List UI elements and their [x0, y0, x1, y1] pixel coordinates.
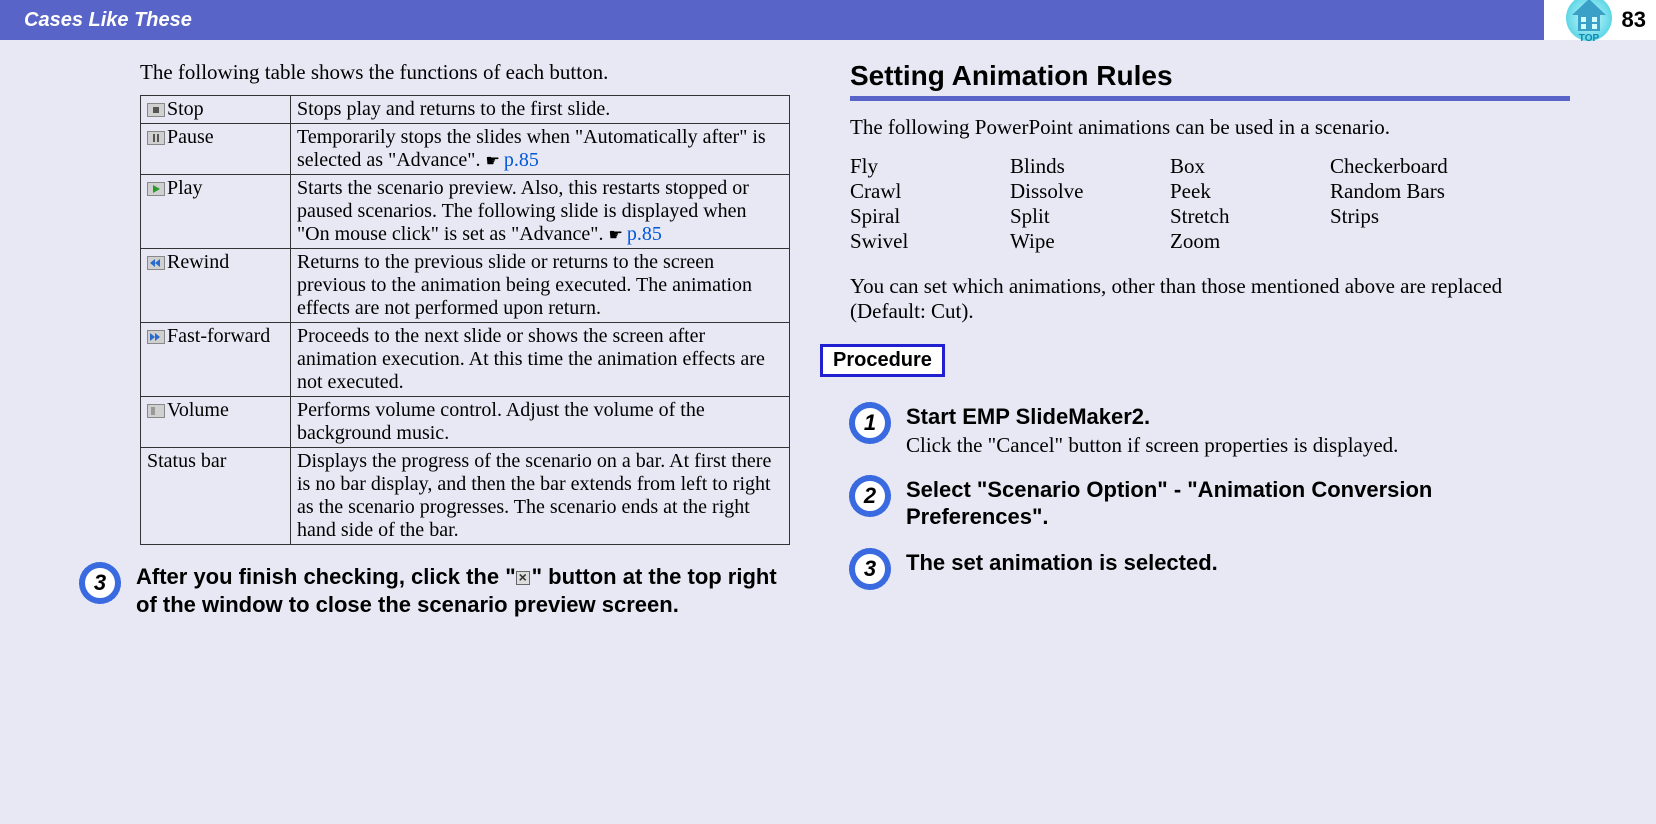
button-desc: Proceeds to the next slide or shows the … [297, 325, 765, 393]
page-number: 83 [1622, 7, 1646, 33]
button-name: Rewind [167, 251, 229, 273]
svg-text:TOP: TOP [1578, 33, 1599, 43]
pointer-icon: ☛ [485, 153, 503, 170]
step-text: The set animation is selected. [906, 549, 1570, 589]
step-text: Start EMP SlideMaker2.Click the "Cancel"… [906, 403, 1570, 458]
cross-reference-link[interactable]: p.85 [627, 223, 662, 245]
animation-name: Stretch [1170, 204, 1330, 229]
step-3-title: After you finish checking, click the "" … [136, 564, 777, 617]
right-intro: The following PowerPoint animations can … [850, 115, 1570, 140]
functions-table: Stop Stops play and returns to the first … [140, 95, 790, 545]
button-desc-cell: Stops play and returns to the first slid… [291, 96, 790, 124]
procedure-step: 1 Start EMP SlideMaker2.Click the "Cancel… [850, 403, 1570, 458]
button-name: Status bar [147, 450, 226, 472]
button-name-cell: Rewind [141, 249, 291, 323]
animation-name: Spiral [850, 204, 1010, 229]
vol-icon [147, 404, 165, 418]
animation-name: Wipe [1010, 229, 1170, 254]
button-desc: Displays the progress of the scenario on… [297, 450, 771, 541]
pause-icon [147, 131, 165, 145]
table-row: Volume Performs volume control. Adjust th… [141, 397, 790, 448]
step-badge: 2 [850, 476, 890, 516]
rewind-icon [147, 256, 165, 270]
content: The following table shows the functions … [0, 40, 1656, 638]
animation-name: Crawl [850, 179, 1010, 204]
procedure-step: 2 Select "Scenario Option" - "Animation C… [850, 476, 1570, 531]
left-step-3: 3 After you finish checking, click the "… [80, 563, 790, 618]
animation-name: Box [1170, 154, 1330, 179]
animation-name: Peek [1170, 179, 1330, 204]
button-desc-cell: Temporarily stops the slides when "Autom… [291, 124, 790, 175]
cross-reference-link[interactable]: p.85 [504, 149, 539, 171]
animation-name [1330, 229, 1490, 254]
button-desc: Returns to the previous slide or returns… [297, 251, 752, 319]
table-row: Stop Stops play and returns to the first … [141, 96, 790, 124]
animation-name: Zoom [1170, 229, 1330, 254]
step-title: Start EMP SlideMaker2. [906, 403, 1570, 431]
button-desc: Starts the scenario preview. Also, this … [297, 177, 749, 245]
step-badge: 3 [850, 549, 890, 589]
pointer-icon: ☛ [608, 227, 626, 244]
button-name-cell: Play [141, 175, 291, 249]
stop-icon [147, 103, 165, 117]
animation-name: Blinds [1010, 154, 1170, 179]
table-row: Play Starts the scenario preview. Also, t… [141, 175, 790, 249]
section-rule [850, 96, 1570, 101]
step-badge: 1 [850, 403, 890, 443]
ff-icon [147, 330, 165, 344]
header-title: Cases Like These [24, 9, 192, 32]
table-intro: The following table shows the functions … [140, 60, 790, 85]
step-text: After you finish checking, click the "" … [136, 563, 790, 618]
button-name: Stop [167, 98, 204, 120]
button-name: Fast-forward [167, 325, 270, 347]
animation-grid: FlyBlindsBoxCheckerboard CrawlDissolvePee… [850, 154, 1570, 254]
button-desc: Stops play and returns to the first slid… [297, 98, 610, 120]
button-name-cell: Status bar [141, 448, 291, 545]
button-name: Pause [167, 126, 214, 148]
animation-name: Swivel [850, 229, 1010, 254]
left-column: The following table shows the functions … [140, 60, 790, 618]
button-desc-cell: Starts the scenario preview. Also, this … [291, 175, 790, 249]
procedure-steps: 1 Start EMP SlideMaker2.Click the "Cancel… [850, 403, 1570, 589]
table-row: Status bar Displays the progress of the s… [141, 448, 790, 545]
header-right: TOP 83 [1544, 0, 1656, 40]
button-name-cell: Stop [141, 96, 291, 124]
button-name-cell: Volume [141, 397, 291, 448]
page-header: Cases Like These TOP 83 [0, 0, 1656, 40]
step-title: The set animation is selected. [906, 549, 1570, 577]
table-row: Rewind Returns to the previous slide or r… [141, 249, 790, 323]
button-name-cell: Fast-forward [141, 323, 291, 397]
button-desc: Performs volume control. Adjust the volu… [297, 399, 705, 444]
step-text: Select "Scenario Option" - "Animation Co… [906, 476, 1570, 531]
section-heading: Setting Animation Rules [850, 60, 1570, 92]
table-row: Fast-forward Proceeds to the next slide o… [141, 323, 790, 397]
animation-name: Split [1010, 204, 1170, 229]
animation-name: Random Bars [1330, 179, 1490, 204]
animation-name: Strips [1330, 204, 1490, 229]
step-body: Click the "Cancel" button if screen prop… [906, 433, 1570, 458]
button-desc-cell: Displays the progress of the scenario on… [291, 448, 790, 545]
button-name: Play [167, 177, 203, 199]
button-name-cell: Pause [141, 124, 291, 175]
button-desc-cell: Performs volume control. Adjust the volu… [291, 397, 790, 448]
procedure-label: Procedure [820, 344, 945, 377]
right-note: You can set which animations, other than… [850, 274, 1570, 324]
button-desc-cell: Returns to the previous slide or returns… [291, 249, 790, 323]
play-icon [147, 182, 165, 196]
close-icon [516, 571, 530, 585]
procedure-step: 3 The set animation is selected. [850, 549, 1570, 589]
step-badge-3: 3 [80, 563, 120, 603]
animation-name: Dissolve [1010, 179, 1170, 204]
top-icon[interactable]: TOP [1564, 0, 1614, 43]
button-desc-cell: Proceeds to the next slide or shows the … [291, 323, 790, 397]
right-column: Setting Animation Rules The following Po… [850, 60, 1570, 618]
animation-name: Checkerboard [1330, 154, 1490, 179]
table-row: Pause Temporarily stops the slides when "… [141, 124, 790, 175]
button-name: Volume [167, 399, 229, 421]
step-title: Select "Scenario Option" - "Animation Co… [906, 476, 1570, 531]
animation-name: Fly [850, 154, 1010, 179]
